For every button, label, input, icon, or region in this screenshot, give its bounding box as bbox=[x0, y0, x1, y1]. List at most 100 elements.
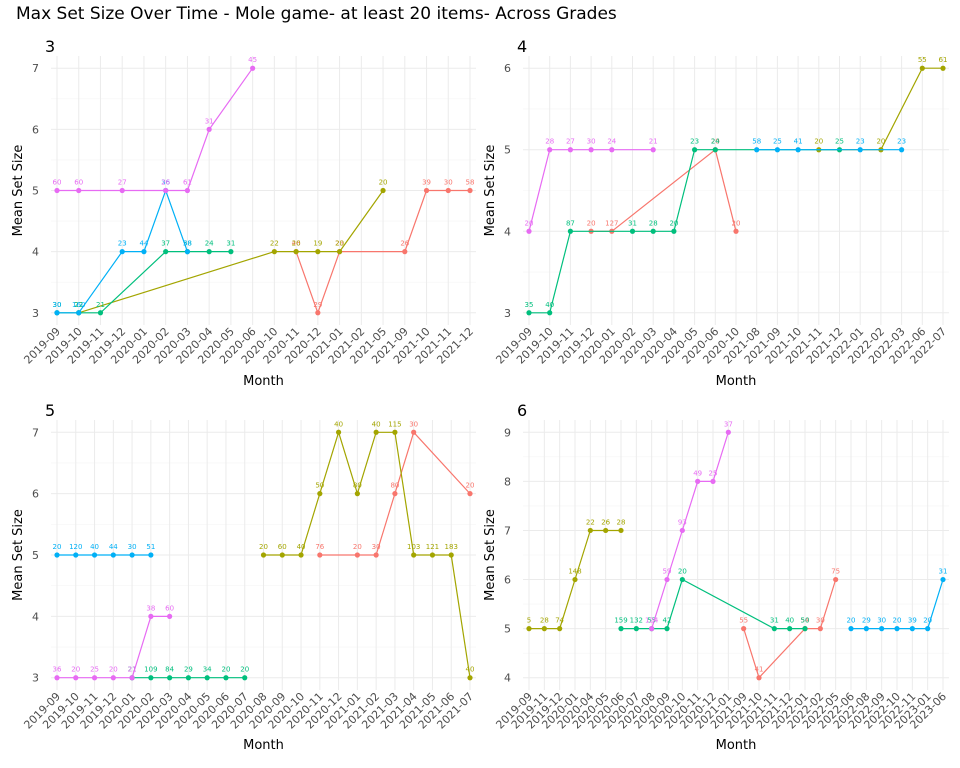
data-point bbox=[317, 552, 323, 558]
data-label: 103 bbox=[407, 543, 420, 551]
data-label: 148 bbox=[568, 568, 581, 576]
data-point bbox=[167, 613, 173, 619]
series-green: 21 109 84 29 34 20 20 bbox=[128, 666, 249, 681]
data-label: 51 bbox=[146, 543, 155, 551]
series-line bbox=[319, 431, 471, 556]
data-label: 40 bbox=[372, 420, 381, 428]
panel-grade-3: 345672019-092019-102019-112019-122020-01… bbox=[11, 37, 476, 389]
data-point bbox=[925, 626, 931, 632]
series-line bbox=[528, 149, 654, 232]
data-point bbox=[879, 626, 885, 632]
y-tick-label: 6 bbox=[504, 62, 511, 75]
data-point bbox=[771, 626, 777, 632]
data-point bbox=[73, 552, 79, 558]
data-label: 31 bbox=[226, 240, 235, 248]
data-point bbox=[679, 527, 685, 534]
series-olive: 5 28 74 148 22 26 28 bbox=[526, 518, 626, 632]
y-tick-label: 5 bbox=[32, 185, 39, 198]
data-point bbox=[411, 429, 417, 435]
data-label: 59 bbox=[663, 568, 672, 576]
data-label: 30 bbox=[816, 617, 825, 625]
data-point bbox=[373, 552, 379, 558]
data-point bbox=[795, 147, 801, 153]
series-olive: 20 60 40 50 40 80 40 115 103 121 183 40 bbox=[259, 420, 474, 681]
data-point bbox=[129, 675, 135, 681]
data-label: 60 bbox=[165, 604, 174, 612]
data-label: 40 bbox=[90, 543, 99, 551]
data-point bbox=[354, 491, 360, 497]
data-label: 37 bbox=[724, 420, 733, 428]
data-label: 121 bbox=[426, 543, 439, 551]
data-point bbox=[250, 65, 256, 71]
data-label: 20 bbox=[923, 617, 932, 625]
data-label: 20 bbox=[335, 240, 344, 248]
data-label: 5 bbox=[527, 617, 531, 625]
y-tick-label: 7 bbox=[504, 524, 511, 537]
panel-title: 3 bbox=[45, 37, 55, 56]
data-label: 54 bbox=[801, 617, 810, 625]
data-point bbox=[204, 675, 210, 681]
data-label: 39 bbox=[422, 179, 431, 187]
data-point bbox=[588, 147, 594, 153]
data-point bbox=[279, 552, 285, 558]
data-point bbox=[54, 675, 60, 681]
data-label: 23 bbox=[897, 138, 906, 146]
data-point bbox=[110, 675, 116, 681]
data-label: 20 bbox=[240, 666, 249, 674]
data-label: 20 bbox=[678, 568, 687, 576]
data-label: 42 bbox=[663, 617, 672, 625]
data-point bbox=[228, 249, 234, 255]
series-red: 20 127 20 20 bbox=[587, 138, 740, 234]
data-label: 55 bbox=[739, 617, 748, 625]
data-label: 25 bbox=[835, 138, 844, 146]
data-label: 60 bbox=[74, 179, 83, 187]
data-point bbox=[787, 626, 793, 632]
series-line bbox=[78, 190, 384, 314]
data-label: 61 bbox=[939, 56, 948, 64]
data-point bbox=[756, 675, 762, 681]
panel-grade-4: 34562019-092019-102019-112019-122020-012… bbox=[483, 37, 949, 389]
data-label: 37 bbox=[161, 240, 170, 248]
data-label: 40 bbox=[545, 301, 554, 309]
data-point bbox=[863, 626, 869, 632]
data-point bbox=[206, 249, 212, 255]
data-point bbox=[76, 310, 82, 316]
data-label: 24 bbox=[711, 138, 720, 146]
data-label: 22 bbox=[586, 518, 595, 526]
x-axis-title: Month bbox=[243, 374, 284, 389]
data-label: 76 bbox=[315, 543, 324, 551]
data-point bbox=[392, 491, 398, 497]
y-tick-label: 4 bbox=[32, 610, 39, 623]
data-label: 34 bbox=[203, 666, 212, 674]
data-label: 45 bbox=[248, 56, 257, 64]
data-point bbox=[91, 552, 98, 558]
data-point bbox=[547, 310, 553, 316]
data-label: 39 bbox=[908, 617, 917, 625]
data-point bbox=[894, 626, 900, 632]
y-axis-title: Mean Set Size bbox=[483, 509, 498, 601]
data-point bbox=[242, 675, 248, 681]
data-label: 20 bbox=[221, 666, 230, 674]
data-point bbox=[76, 187, 82, 194]
y-tick-label: 5 bbox=[32, 549, 39, 562]
data-label: 28 bbox=[617, 518, 626, 526]
data-label: 55 bbox=[647, 617, 656, 625]
data-label: 60 bbox=[53, 179, 62, 187]
data-point bbox=[119, 249, 125, 255]
y-tick-label: 7 bbox=[32, 426, 39, 439]
data-point bbox=[206, 126, 212, 132]
data-label: 124 bbox=[645, 617, 659, 625]
series-line bbox=[651, 432, 729, 629]
data-point bbox=[725, 429, 731, 435]
data-point bbox=[54, 552, 60, 558]
data-label: 132 bbox=[630, 617, 643, 625]
series-pink: 36 20 25 20 21 38 60 bbox=[53, 604, 174, 681]
series-red: 76 20 30 80 30 20 bbox=[315, 420, 474, 558]
data-label: 30 bbox=[53, 301, 62, 309]
data-label: 19 bbox=[313, 240, 322, 248]
data-point bbox=[710, 478, 716, 484]
data-label: 20 bbox=[814, 138, 823, 146]
series-pink: 124 59 93 49 25 37 bbox=[645, 420, 733, 632]
data-label: 21 bbox=[128, 666, 137, 674]
